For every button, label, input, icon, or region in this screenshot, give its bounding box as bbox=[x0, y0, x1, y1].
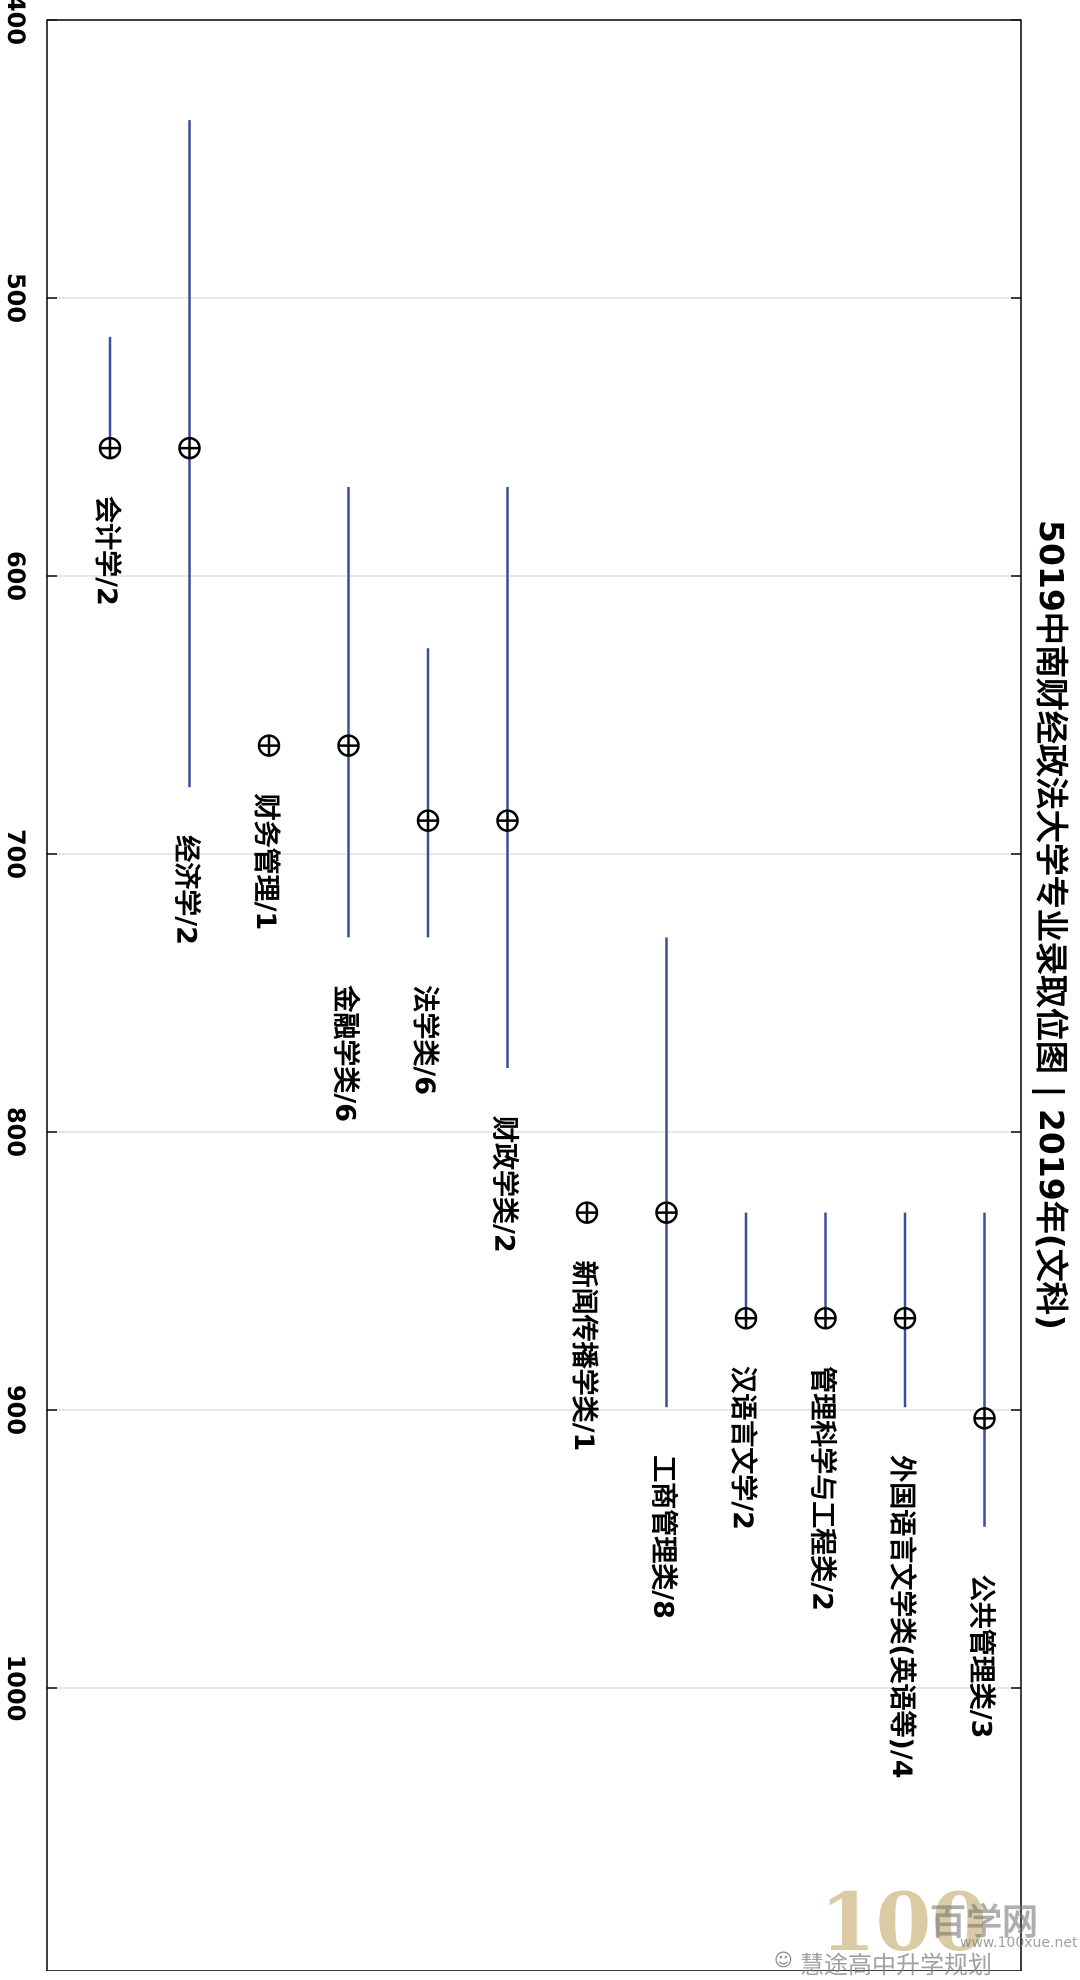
tick-label: 500 bbox=[2, 273, 30, 323]
series-label: 财政学类/2 bbox=[489, 1116, 521, 1253]
series-label: 财务管理/1 bbox=[250, 794, 281, 931]
series-10 bbox=[893, 1212, 917, 1408]
tick-label: 400 bbox=[2, 0, 30, 45]
tick-label: 600 bbox=[2, 551, 30, 601]
watermark-number: 100 bbox=[820, 1875, 987, 1969]
series-9 bbox=[814, 1212, 837, 1330]
tick-label: 1000 bbox=[2, 1655, 30, 1722]
plot-frame bbox=[46, 19, 1022, 1971]
watermark: 100 百学网 ☺ 慧途高中升学规划 www.100xue.net bbox=[774, 1875, 1080, 1979]
series-label: 公共管理类/3 bbox=[966, 1575, 997, 1739]
series-1 bbox=[178, 120, 201, 788]
watermark-brand: 百学网 bbox=[930, 1902, 1039, 1943]
series-label: 经济学/2 bbox=[171, 835, 203, 945]
series-label: 会计学/2 bbox=[91, 496, 123, 606]
series-3 bbox=[337, 487, 360, 938]
series-label: 管理科学与工程类/2 bbox=[807, 1366, 839, 1611]
tick-label: 900 bbox=[2, 1385, 30, 1435]
series-11 bbox=[973, 1212, 996, 1527]
chart-title: 5019中南财经政法大学专业录取位图 | 2019年(文科) bbox=[1032, 520, 1071, 1330]
tick-label: 700 bbox=[2, 829, 30, 879]
series-8 bbox=[734, 1212, 758, 1330]
series-label: 金融学类/6 bbox=[330, 984, 362, 1122]
series-label: 汉语言文学/2 bbox=[727, 1366, 759, 1530]
series-2 bbox=[257, 734, 281, 757]
tick-label: 800 bbox=[2, 1107, 30, 1157]
series-5 bbox=[496, 487, 519, 1069]
series-4 bbox=[416, 648, 440, 938]
series-0 bbox=[98, 336, 122, 460]
wechat-icon: ☺ bbox=[774, 1950, 793, 1971]
tick-layer: 400 500 600 700 800 900 1000 bbox=[2, 0, 1021, 1721]
watermark-url: www.100xue.net bbox=[960, 1935, 1078, 1951]
series-label: 法学类/6 bbox=[409, 985, 441, 1095]
series-label: 新闻传播学类/1 bbox=[568, 1261, 600, 1452]
series-6 bbox=[575, 1201, 599, 1224]
series-layer bbox=[98, 120, 996, 1527]
grid-layer bbox=[47, 297, 1021, 1689]
series-label: 工商管理类/8 bbox=[648, 1455, 679, 1619]
label-layer: 会计学/2 经济学/2 财务管理/1 金融学类/6 法学类/6 财政学类/2 新闻传播学类/… bbox=[91, 496, 997, 1778]
series-7 bbox=[655, 937, 678, 1408]
series-label: 外国语言文学类(英语等)/4 bbox=[886, 1455, 918, 1778]
